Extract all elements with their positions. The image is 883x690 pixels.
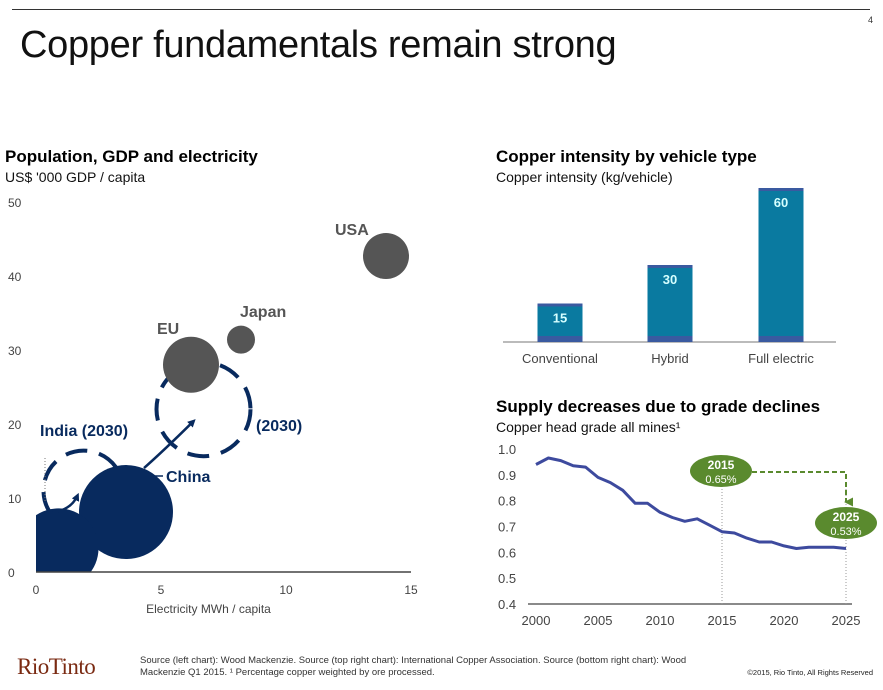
x-tick-label: 2025 <box>832 613 861 628</box>
bubble-japan <box>227 325 255 354</box>
bubble-india <box>36 508 99 572</box>
bar-full-electric <box>758 188 804 342</box>
y-tick-label: 40 <box>8 270 22 284</box>
y-tick-label: 0.8 <box>498 494 516 509</box>
bar-category-label: Conventional <box>522 351 598 366</box>
x-tick-label: 5 <box>158 583 165 597</box>
label-china-2030: (2030) <box>256 418 302 435</box>
label-japan: Japan <box>240 304 286 321</box>
grade-line <box>535 456 847 550</box>
bar-chart: 15 Conventional 30 Hybrid 60 Full electric <box>503 188 836 366</box>
bar-base-band <box>758 336 804 342</box>
bar-chart-ylabel: Copper intensity (kg/vehicle) <box>496 169 673 185</box>
x-tick-label: 15 <box>404 583 418 597</box>
y-tick-label: 0 <box>8 566 15 580</box>
y-tick-label: 20 <box>8 418 22 432</box>
annotation-2015 <box>690 455 752 487</box>
annotation-2025-year: 2025 <box>833 510 860 524</box>
bar-conventional <box>537 303 583 342</box>
bar-data-label: 60 <box>774 195 788 210</box>
annotation-2025-value: 0.53% <box>830 526 861 538</box>
label-usa: USA <box>335 222 369 239</box>
bar-top-band <box>537 303 583 307</box>
bar-chart-title: Copper intensity by vehicle type <box>496 147 757 166</box>
line-chart-title: Supply decreases due to grade declines <box>496 397 821 416</box>
x-axis-label: Electricity MWh / capita <box>146 602 271 616</box>
x-tick-label: 2020 <box>770 613 799 628</box>
annotation-2015-year: 2015 <box>708 458 735 472</box>
x-tick-label: 2010 <box>646 613 675 628</box>
bar-base-band <box>537 336 583 342</box>
x-tick-label: 2005 <box>584 613 613 628</box>
y-tick-label: 0.9 <box>498 468 516 483</box>
y-tick-label: 1.0 <box>498 442 516 457</box>
y-tick-label: 0.6 <box>498 545 516 560</box>
annotation-2015-value: 0.65% <box>705 474 736 486</box>
bubble-china <box>79 465 173 560</box>
source-note: Source (left chart): Wood Mackenzie. Sou… <box>140 655 687 678</box>
line-chart-ylabel: Copper head grade all mines¹ <box>496 419 681 435</box>
x-tick-label: 10 <box>279 583 293 597</box>
bar-top-band <box>758 188 804 191</box>
bubble-chart-ylabel: US$ '000 GDP / capita <box>5 169 146 185</box>
copyright: ©2015, Rio Tinto, All Rights Reserved <box>747 668 873 677</box>
y-tick-label: 0.5 <box>498 571 516 586</box>
y-tick-label: 10 <box>8 492 22 506</box>
projection-arrow <box>52 492 80 514</box>
bubble-eu <box>163 336 219 393</box>
bar-base-band <box>647 336 693 342</box>
y-tick-label: 50 <box>8 196 22 210</box>
label-india-2030: India (2030) <box>40 423 128 440</box>
y-tick-label: 0.4 <box>498 597 516 612</box>
bubble-plot-area <box>36 233 409 572</box>
annotation-connector <box>752 471 853 507</box>
page-number: 4 <box>867 15 873 25</box>
y-tick-label: 30 <box>8 344 22 358</box>
label-china: China <box>166 469 211 486</box>
bar-data-label: 15 <box>553 311 567 326</box>
bar-data-label: 30 <box>663 272 677 287</box>
bubble-chart: 0 10 20 30 40 50 0 5 10 15 Electricity MWh / capit… <box>8 196 418 616</box>
bubble-usa <box>363 233 409 280</box>
top-rule <box>12 9 870 10</box>
y-tick-label: 0.7 <box>498 520 516 535</box>
bar-hybrid <box>647 265 693 342</box>
bubble-chart-title: Population, GDP and electricity <box>5 147 258 166</box>
label-eu: EU <box>157 321 179 338</box>
annotation-2025 <box>815 507 877 539</box>
slide-title: Copper fundamentals remain strong <box>20 24 617 66</box>
x-tick-label: 2015 <box>708 613 737 628</box>
rio-tinto-logo: RioTinto <box>17 654 96 679</box>
bar-top-band <box>647 265 693 268</box>
bar-category-label: Full electric <box>748 351 814 366</box>
bar-category-label: Hybrid <box>651 351 689 366</box>
projection-arrow <box>143 419 196 469</box>
x-tick-label: 0 <box>33 583 40 597</box>
x-tick-label: 2000 <box>522 613 551 628</box>
line-chart: 0.4 0.5 0.6 0.7 0.8 0.9 1.0 2000 2005 2010 2015 202… <box>498 442 877 628</box>
